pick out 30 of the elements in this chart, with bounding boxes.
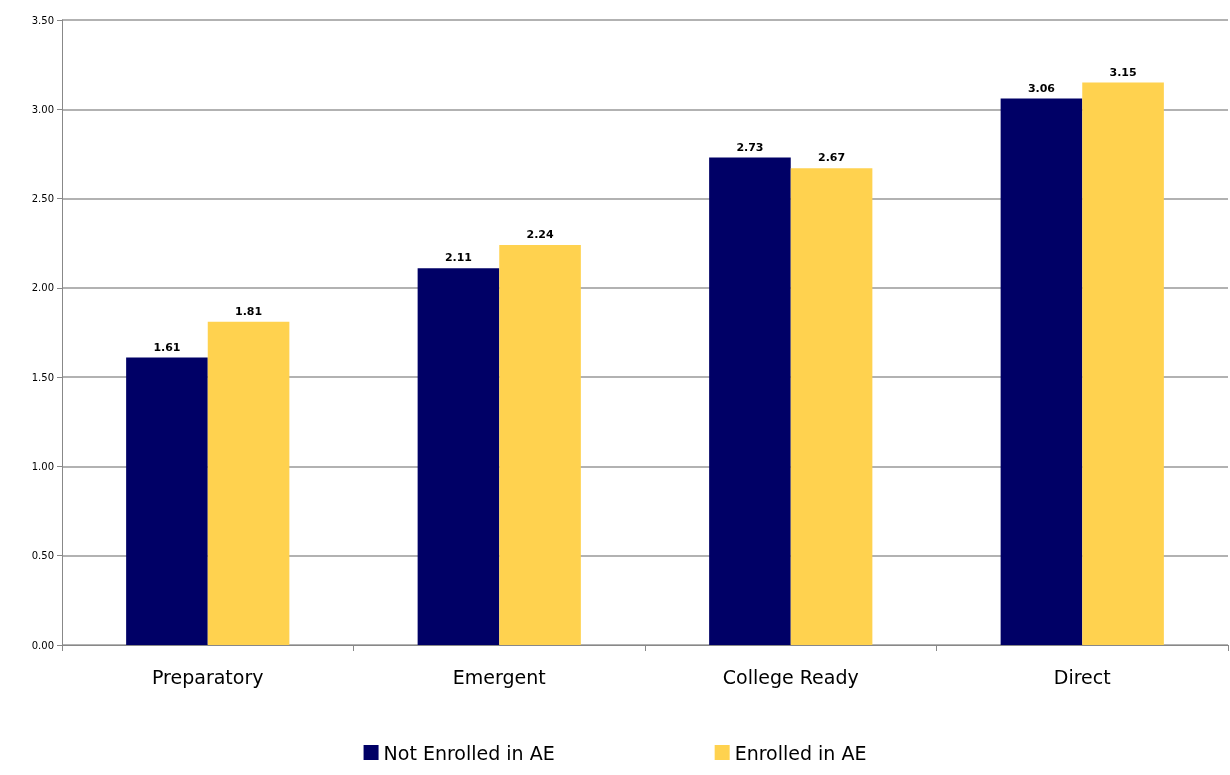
x-tick-label: College Ready <box>722 665 859 688</box>
y-tick-label: 0.50 <box>31 550 54 562</box>
data-label: 3.15 <box>1109 65 1137 79</box>
x-tick-label: Preparatory <box>152 665 264 688</box>
y-tick-label: 1.00 <box>31 460 54 472</box>
y-tick-label: 1.50 <box>31 371 54 383</box>
data-label: 2.73 <box>736 140 764 154</box>
bar <box>790 168 873 645</box>
data-label: 2.67 <box>817 151 846 165</box>
y-tick-label: 3.00 <box>31 103 54 115</box>
bar <box>207 321 290 645</box>
data-label: 2.11 <box>444 251 473 265</box>
bar <box>1000 98 1083 645</box>
data-label: 1.81 <box>234 304 263 318</box>
bar <box>1082 82 1164 645</box>
bar <box>709 157 791 645</box>
data-label: 1.61 <box>153 340 181 354</box>
y-tick-label: 0.00 <box>31 639 54 651</box>
x-tick-label: Emergent <box>452 665 546 688</box>
y-tick-label: 2.50 <box>31 193 54 205</box>
x-tick-label: Direct <box>1053 665 1111 688</box>
bar <box>499 245 581 645</box>
data-label: 3.06 <box>1027 81 1056 95</box>
y-tick-label: 3.50 <box>31 14 54 26</box>
data-label: 2.24 <box>526 228 554 241</box>
y-tick-label: 2.00 <box>31 282 54 294</box>
bar <box>126 357 208 645</box>
legend-label: Not Enrolled in AE <box>383 741 555 764</box>
legend-label: Enrolled in AE <box>734 741 867 764</box>
bar <box>417 268 500 645</box>
